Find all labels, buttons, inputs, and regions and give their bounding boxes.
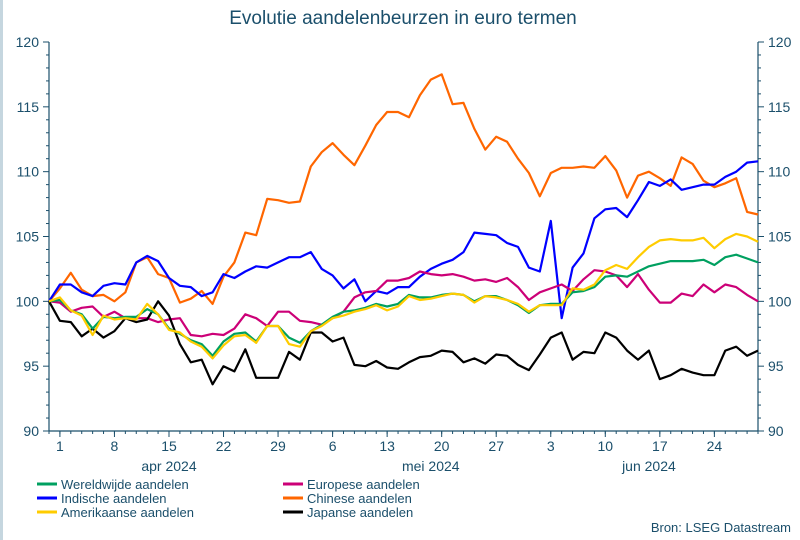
legend-label: Indische aandelen bbox=[61, 491, 167, 506]
y-tick-label-right: 110 bbox=[768, 164, 791, 180]
y-tick-label: 120 bbox=[16, 34, 40, 50]
legend-label: Japanse aandelen bbox=[307, 505, 413, 520]
y-tick-label: 115 bbox=[17, 99, 40, 115]
legend-label: Europese aandelen bbox=[307, 477, 420, 492]
month-label: mei 2024 bbox=[402, 458, 460, 474]
y-tick-label: 90 bbox=[23, 423, 39, 439]
legend-label: Amerikaanse aandelen bbox=[61, 505, 194, 520]
x-tick-label: 10 bbox=[598, 438, 614, 454]
x-tick-label: 29 bbox=[270, 438, 286, 454]
series-line-2 bbox=[48, 160, 759, 320]
y-tick-label: 110 bbox=[17, 164, 40, 180]
x-tick-label: 20 bbox=[434, 438, 450, 454]
y-tick-label: 100 bbox=[16, 293, 40, 309]
x-tick-label: 8 bbox=[111, 438, 119, 454]
y-tick-label: 95 bbox=[23, 358, 39, 374]
axes: 90 95 100 105 110 115 120 90 95 100 105 110 115 120 1 8… bbox=[16, 34, 792, 474]
legend-label: Chinese aandelen bbox=[307, 491, 412, 506]
x-tick-label: 1 bbox=[56, 438, 64, 454]
series-line-5 bbox=[48, 300, 759, 386]
chart-title: Evolutie aandelenbeurzen in euro termen bbox=[229, 8, 577, 29]
x-tick-label: 13 bbox=[379, 438, 395, 454]
x-tick-label: 27 bbox=[488, 438, 504, 454]
month-label: apr 2024 bbox=[141, 458, 196, 474]
y-tick-label-right: 115 bbox=[768, 99, 791, 115]
x-tick-label: 24 bbox=[707, 438, 723, 454]
x-tick-label: 6 bbox=[329, 438, 337, 454]
y-tick-label-right: 90 bbox=[768, 423, 784, 439]
x-tick-label: 3 bbox=[547, 438, 555, 454]
y-tick-label-right: 105 bbox=[768, 229, 792, 245]
month-label: jun 2024 bbox=[621, 458, 676, 474]
legend-label: Wereldwijde aandelen bbox=[61, 477, 189, 492]
series-lines bbox=[48, 73, 759, 386]
y-tick-label: 105 bbox=[16, 229, 40, 245]
x-tick-label: 22 bbox=[216, 438, 232, 454]
y-tick-label-right: 120 bbox=[768, 34, 792, 50]
legend: Wereldwijde aandelen Europese aandelen Ind… bbox=[37, 477, 420, 520]
line-chart: Evolutie aandelenbeurzen in euro termen … bbox=[16, 8, 792, 535]
source-note: Bron: LSEG Datastream bbox=[651, 520, 791, 535]
series-line-1 bbox=[48, 269, 759, 338]
y-tick-label-right: 95 bbox=[768, 358, 784, 374]
series-line-3 bbox=[48, 73, 759, 305]
x-tick-label: 17 bbox=[652, 438, 668, 454]
series-line-4 bbox=[48, 232, 759, 360]
x-tick-label: 15 bbox=[161, 438, 177, 454]
y-tick-label-right: 100 bbox=[768, 293, 792, 309]
